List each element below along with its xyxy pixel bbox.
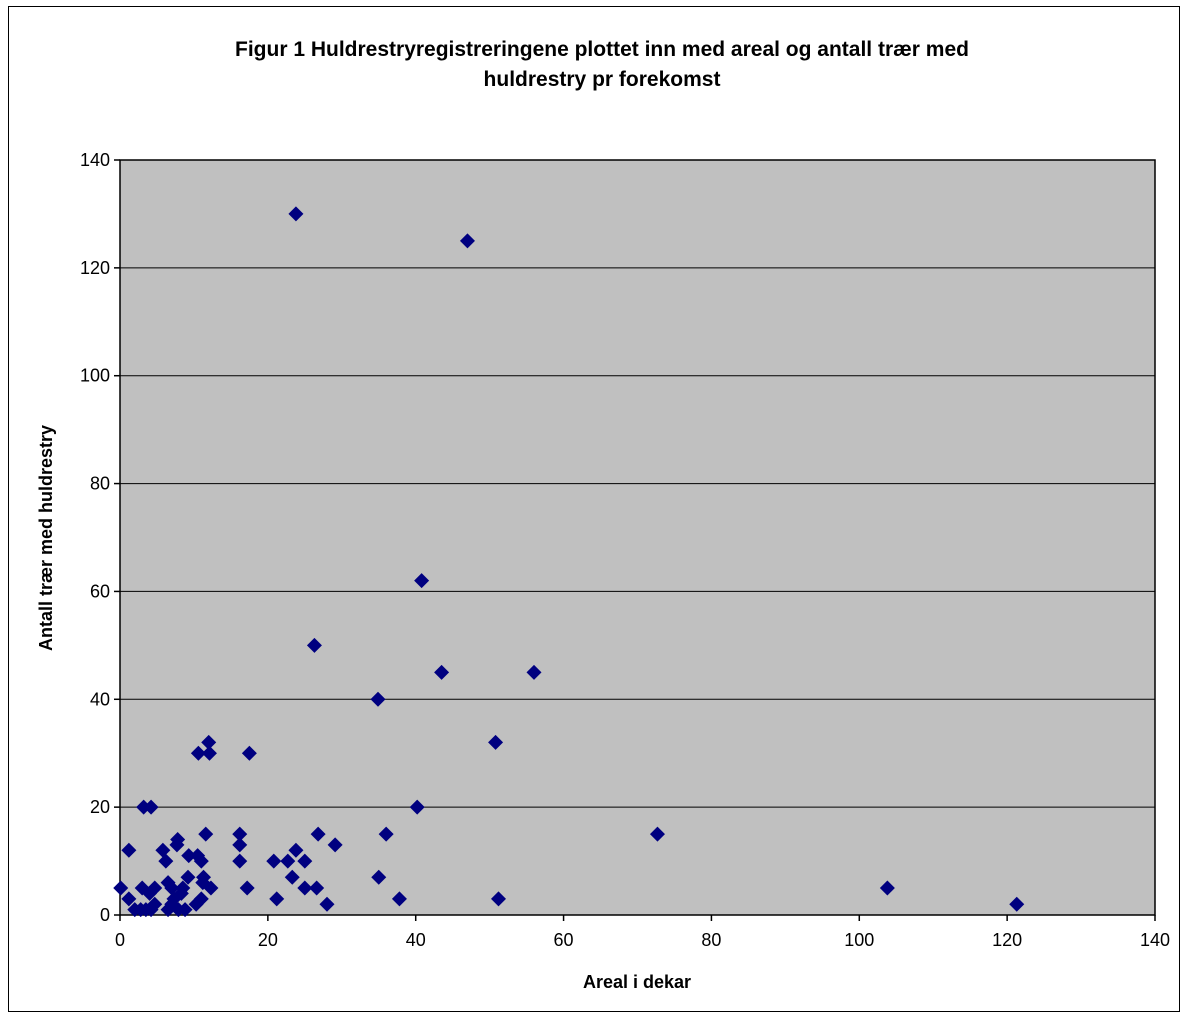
scatter-point xyxy=(147,880,163,896)
scatter-point xyxy=(649,826,665,842)
scatter-point xyxy=(193,891,209,907)
scatter-point xyxy=(414,573,430,589)
chart-title-line-2: huldrestry pr forekomst xyxy=(484,68,721,91)
gridlines xyxy=(120,267,1155,808)
scatter-point xyxy=(280,853,296,869)
scatter-point xyxy=(266,853,282,869)
scatter-point xyxy=(170,832,186,847)
scatter-point xyxy=(288,842,304,858)
data-points xyxy=(113,206,1025,918)
y-tick-label: 100 xyxy=(80,366,110,386)
scatter-point xyxy=(190,745,206,761)
scatter-point xyxy=(459,233,475,249)
scatter-point xyxy=(113,880,129,896)
y-tick-label: 40 xyxy=(90,689,110,709)
scatter-point xyxy=(491,891,507,907)
scatter-point xyxy=(378,826,394,842)
x-axis-title: Areal i dekar xyxy=(583,972,691,992)
scatter-point xyxy=(288,206,304,222)
scatter-point xyxy=(284,869,300,885)
scatter-point xyxy=(310,826,326,842)
scatter-point xyxy=(158,853,174,869)
scatter-point xyxy=(241,745,257,761)
scatter-point xyxy=(434,664,450,680)
scatter-point xyxy=(232,826,248,842)
scatter-point xyxy=(181,848,197,864)
scatter-point xyxy=(391,891,407,907)
y-tick-label: 120 xyxy=(80,258,110,278)
x-tick-label: 40 xyxy=(406,930,426,950)
plot-border xyxy=(119,159,1156,916)
scatter-point xyxy=(297,853,313,869)
scatter-point xyxy=(143,799,159,815)
scatter-point xyxy=(370,691,386,707)
y-tick-label: 80 xyxy=(90,474,110,494)
y-tick-label: 20 xyxy=(90,797,110,817)
scatter-point xyxy=(309,880,325,896)
chart-title-line-1: Figur 1 Huldrestryregistreringene plotte… xyxy=(235,38,969,61)
y-tick-label: 60 xyxy=(90,581,110,601)
x-tick-label: 20 xyxy=(258,930,278,950)
scatter-point xyxy=(409,799,425,815)
scatter-point xyxy=(319,896,335,912)
scatter-point xyxy=(203,880,219,896)
scatter-point xyxy=(147,896,163,912)
scatter-point xyxy=(196,869,212,885)
axis-ticks: 0 20 40 60 80 100 120 140 0 20 40 60 80 100 120 140 xyxy=(80,150,1170,950)
scatter-point xyxy=(488,734,504,750)
scatter-point xyxy=(198,826,214,842)
scatter-point xyxy=(177,902,193,918)
scatter-point xyxy=(232,837,248,853)
scatter-point xyxy=(327,837,343,853)
scatter-point xyxy=(1009,896,1025,912)
x-tick-label: 0 xyxy=(115,930,125,950)
x-tick-label: 80 xyxy=(701,930,721,950)
scatter-point xyxy=(155,842,171,858)
y-tick-label: 140 xyxy=(80,150,110,170)
y-axis-title: Antall trær med huldrestry xyxy=(36,425,56,651)
scatter-point xyxy=(297,880,313,896)
scatter-point xyxy=(232,853,248,869)
scatter-point xyxy=(371,869,387,885)
scatter-point xyxy=(526,664,542,680)
scatter-point xyxy=(121,842,137,858)
scatter-point xyxy=(121,891,137,907)
x-tick-label: 100 xyxy=(844,930,874,950)
scatter-point xyxy=(193,853,209,869)
scatter-point xyxy=(164,880,180,896)
x-tick-label: 140 xyxy=(1140,930,1170,950)
scatter-point xyxy=(879,880,895,896)
scatter-point xyxy=(306,637,322,653)
plot-area xyxy=(120,160,1155,915)
scatter-point xyxy=(175,880,191,896)
scatter-point xyxy=(269,891,285,907)
y-tick-label: 0 xyxy=(100,905,110,925)
scatter-point xyxy=(239,880,255,896)
scatter-point xyxy=(180,869,196,885)
scatter-point xyxy=(201,745,217,761)
x-tick-label: 60 xyxy=(554,930,574,950)
scatter-point xyxy=(201,734,217,750)
x-tick-label: 120 xyxy=(992,930,1022,950)
